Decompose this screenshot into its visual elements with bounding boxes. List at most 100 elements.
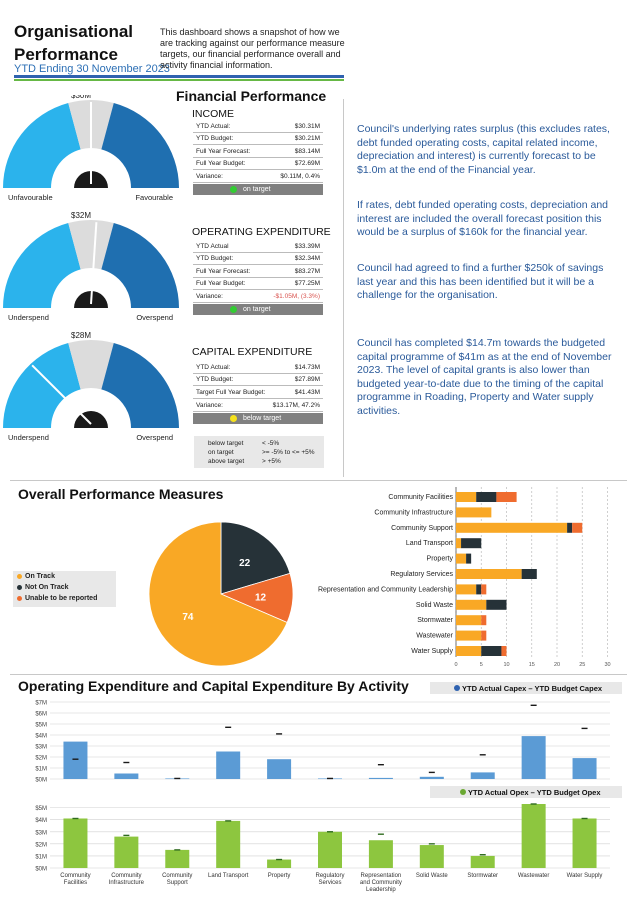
finance-row-value: $0.11M, 0.4%	[280, 173, 320, 180]
opex-table: YTD Actual $33.39M YTD Budget: $32.34M Full …	[193, 241, 323, 316]
finance-row: YTD Budget: $30.21M	[193, 133, 323, 145]
category-label: Land Transport	[406, 540, 453, 547]
category-label: Solid Waste	[416, 873, 448, 879]
page-title-line1: Organisational	[14, 22, 134, 41]
x-tick-label: 0	[454, 662, 457, 668]
narrative-para-4: Council has completed $14.7m towards the…	[357, 337, 612, 417]
pie-chart: 22 12 74	[148, 521, 294, 667]
gauge-right-label: Favourable	[135, 193, 173, 202]
bar	[368, 777, 393, 779]
bar-segment	[501, 646, 507, 656]
y-tick-label: $2M	[35, 842, 47, 848]
x-tick-label: 30	[604, 662, 610, 668]
bar	[572, 818, 597, 868]
gauges-svg: $30M Unfavourable Favourable $32M Underspend…	[3, 95, 179, 442]
gauge-value-label: $30M	[71, 95, 91, 100]
category-label: Community Support	[391, 525, 453, 532]
narrative-para-1: Council's underlying rates surplus (this…	[357, 123, 610, 176]
pie-legend-dot	[17, 573, 22, 579]
pie-legend: On Track Not On Track Unable to be repor…	[13, 571, 116, 607]
status-label: on target	[243, 305, 271, 313]
bar	[572, 758, 597, 779]
x-tick-label: 10	[503, 662, 509, 668]
finance-row-value: $33.39M	[294, 243, 320, 250]
bar	[165, 849, 190, 868]
finance-row-value: $72.69M	[294, 160, 320, 167]
bar-segment	[456, 615, 482, 626]
capex-title: CAPITAL EXPENDITURE	[192, 346, 313, 358]
capex-table: YTD Actual: $14.73M YTD Budget: $27.89M Targ…	[193, 362, 323, 427]
bar-segment	[496, 492, 517, 502]
finance-row-label: YTD Budget:	[196, 376, 234, 383]
y-tick-label: $2M	[35, 756, 47, 762]
gauge-left-label: Unfavourable	[8, 193, 53, 202]
category-label: Representation and Community Leadership	[318, 586, 453, 593]
finance-row-value: $77.25M	[294, 280, 320, 287]
y-tick-label: $5M	[35, 723, 47, 729]
category-label: Stormwater	[467, 873, 498, 879]
finance-row-label: YTD Actual:	[196, 364, 231, 371]
finance-row: Full Year Budget: $77.25M	[193, 278, 323, 290]
bar-segment	[456, 538, 462, 549]
income-table: YTD Actual: $30.31M YTD Budget: $30.21M Full…	[193, 121, 323, 196]
finance-row: Variance: $13.17M, 47.2%	[193, 400, 323, 412]
category-label: Community Facilities	[388, 494, 453, 501]
gauge-right-label: Overspend	[136, 433, 173, 442]
status-label: on target	[243, 185, 271, 193]
bar-segment	[456, 630, 482, 641]
finance-row-label: YTD Actual:	[196, 123, 231, 130]
finance-row: Full Year Forecast: $83.14M	[193, 146, 323, 158]
bar-segment	[572, 522, 583, 533]
measures-by-activity-chart: 0 5 10 15 20 25 30 Community Facilities Communit…	[318, 487, 611, 668]
x-tick-label: 25	[579, 662, 585, 668]
target-legend-label: above target	[208, 458, 245, 465]
bar-segment	[476, 492, 497, 502]
bar	[267, 759, 292, 779]
gauge-needle	[31, 364, 92, 425]
header-rule-green	[14, 79, 344, 81]
category-label: Solid Waste	[416, 602, 453, 609]
finance-row-label: YTD Budget:	[196, 255, 234, 262]
status-badge: below target	[193, 413, 323, 424]
finance-row-value: $83.14M	[294, 148, 320, 155]
bar-segment	[456, 569, 522, 579]
finance-row-label: Full Year Budget:	[196, 280, 246, 287]
category-label: Community Support	[162, 873, 192, 886]
gauge-left-segment	[3, 342, 81, 428]
opex-legend-dot	[460, 788, 466, 795]
category-label: Regulatory Services	[315, 873, 344, 886]
gauge-middle-segment	[68, 220, 114, 270]
section-rule	[10, 674, 627, 675]
capex-by-activity-chart: $0M $1M $2M $3M $4M $5M $6M $7M	[35, 701, 610, 784]
gauge-hub	[74, 411, 108, 428]
finance-row-value: $41.43M	[294, 389, 320, 396]
category-label: Property	[268, 873, 291, 879]
gauge-middle-segment	[68, 340, 114, 390]
finance-row: YTD Actual: $30.31M	[193, 121, 323, 133]
bar-segment	[476, 584, 482, 595]
bar-segment	[521, 569, 537, 579]
gauge-left-label: Underspend	[8, 433, 49, 442]
finance-row: Variance: $0.11M, 0.4%	[193, 171, 323, 183]
category-label: Water Supply	[411, 648, 453, 655]
y-tick-label: $5M	[35, 806, 47, 812]
category-label: Community Infrastructure	[109, 873, 145, 886]
gauge-value-label: $28M	[71, 331, 91, 340]
pie-legend-item: Not On Track	[17, 584, 69, 591]
pie-slice-label: 22	[239, 558, 251, 569]
bar	[114, 836, 139, 868]
status-badge: on target	[193, 304, 323, 315]
category-label: Wastewater	[416, 633, 453, 640]
opex-by-activity-chart: $0M $1M $2M $3M $4M $5M Community Facilities Com…	[35, 803, 610, 893]
finance-row-label: Target Full Year Budget:	[196, 389, 266, 396]
gauge-right-segment	[101, 222, 179, 308]
finance-row: YTD Budget: $32.34M	[193, 253, 323, 265]
finance-row-value: $32.34M	[294, 255, 320, 262]
status-dot-icon	[230, 415, 237, 422]
pie-slice-label: 12	[255, 592, 267, 603]
bar-segment	[481, 615, 487, 626]
bar	[63, 741, 88, 779]
bar	[521, 736, 546, 779]
bar-segment	[456, 584, 477, 595]
y-tick-label: $7M	[35, 701, 47, 707]
